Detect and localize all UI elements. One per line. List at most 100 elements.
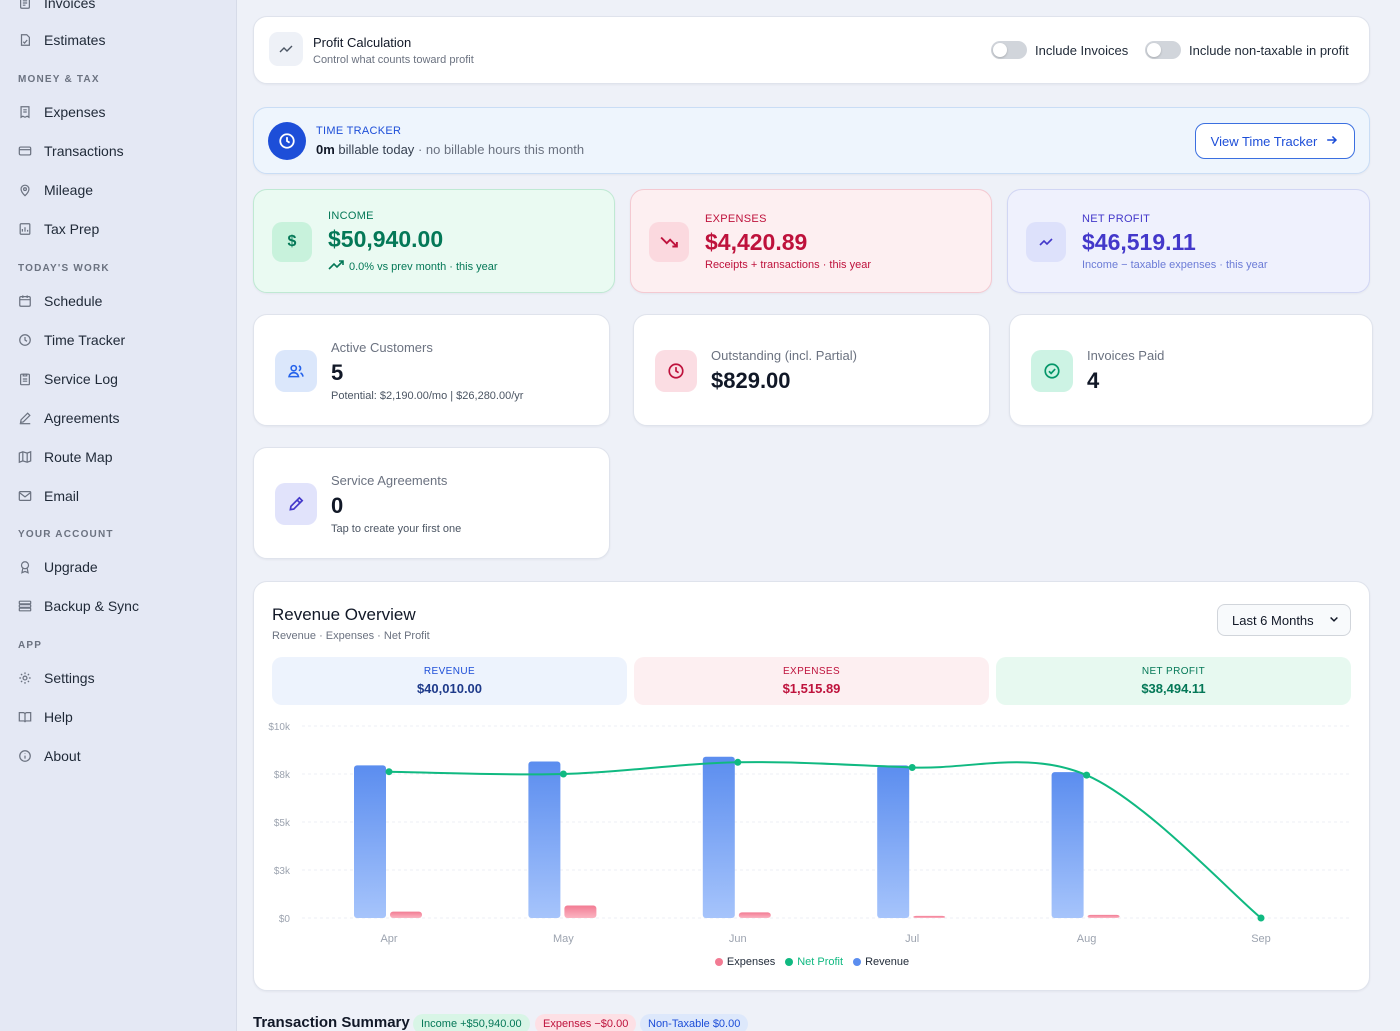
- map-icon: [18, 450, 32, 464]
- net-profit-value: $46,519.11: [1082, 229, 1196, 255]
- sidebar-item-upgrade[interactable]: Upgrade: [18, 555, 98, 579]
- expenses-label: EXPENSES: [705, 213, 767, 225]
- sidebar-item-email[interactable]: Email: [18, 484, 79, 508]
- trending-down-icon: [649, 222, 689, 262]
- invoices-paid-card[interactable]: Invoices Paid 4: [1009, 314, 1373, 426]
- net-profit-card[interactable]: NET PROFIT $46,519.11 Income − taxable e…: [1007, 189, 1370, 293]
- sidebar-item-help[interactable]: Help: [18, 705, 73, 729]
- sidebar-item-route-map[interactable]: Route Map: [18, 445, 112, 469]
- net-profit-label: NET PROFIT: [1082, 213, 1151, 225]
- x-tick-label: Sep: [1251, 933, 1271, 945]
- legend-revenue[interactable]: Revenue: [853, 956, 909, 968]
- invoices-paid-label: Invoices Paid: [1087, 348, 1165, 363]
- y-tick-label: $8k: [274, 770, 291, 781]
- sidebar-item-mileage[interactable]: Mileage: [18, 178, 93, 202]
- summary-expenses-label: EXPENSES: [782, 666, 841, 677]
- legend-net-profit-label: Net Profit: [797, 956, 844, 968]
- range-select[interactable]: Last 6 Months: [1217, 604, 1351, 636]
- sidebar-item-settings[interactable]: Settings: [18, 666, 95, 690]
- outstanding-value: $829.00: [711, 368, 791, 393]
- income-sub-text: 0.0% vs prev month · this year: [349, 260, 498, 273]
- summary-net-profit: NET PROFIT $38,494.11: [996, 657, 1351, 705]
- include-nontaxable-toggle[interactable]: Include non-taxable in profit: [1145, 41, 1349, 59]
- section-your-account: YOUR ACCOUNT: [18, 529, 114, 540]
- y-tick-label: $3k: [274, 866, 291, 877]
- legend-expenses[interactable]: Expenses: [714, 956, 775, 968]
- revenue-overview-title: Revenue Overview: [272, 605, 416, 624]
- clock-icon: [18, 333, 32, 347]
- service-agreements-card[interactable]: Service Agreements 0 Tap to create your …: [253, 447, 610, 559]
- revenue-bar: [702, 756, 735, 918]
- book-icon: [18, 710, 32, 724]
- toggle-switch[interactable]: [1145, 41, 1181, 59]
- sidebar-item-schedule[interactable]: Schedule: [18, 289, 102, 313]
- summary-net-profit-label: NET PROFIT: [1141, 666, 1206, 677]
- profit-calculation-card: Profit Calculation Control what counts t…: [253, 16, 1370, 84]
- active-customers-card[interactable]: Active Customers 5 Potential: $2,190.00/…: [253, 314, 610, 426]
- check-circle-icon: [1031, 350, 1073, 392]
- map-pin-icon: [18, 183, 32, 197]
- invoices-paid-value: 4: [1087, 368, 1100, 393]
- income-value: $50,940.00: [328, 226, 444, 252]
- arrow-right-icon: [1325, 133, 1339, 150]
- gear-icon: [18, 671, 32, 685]
- range-select-value: Last 6 Months: [1232, 612, 1314, 628]
- expenses-pill: Expenses −$0.00: [535, 1014, 637, 1031]
- sidebar-item-label: Tax Prep: [44, 221, 100, 237]
- net-profit-sub: Income − taxable expenses · this year: [1082, 259, 1268, 271]
- sidebar-item-label: Invoices: [44, 0, 96, 11]
- net-profit-line: [388, 761, 1262, 919]
- toggle-switch[interactable]: [991, 41, 1027, 59]
- expenses-value: $4,420.89: [705, 229, 808, 255]
- sidebar-item-label: Settings: [44, 670, 95, 686]
- expenses-card[interactable]: EXPENSES $4,420.89 Receipts + transactio…: [630, 189, 992, 293]
- sidebar-item-estimates[interactable]: Estimates: [18, 28, 105, 52]
- sidebar-item-transactions[interactable]: Transactions: [18, 139, 124, 163]
- sidebar-item-label: Transactions: [44, 143, 124, 159]
- trending-up-icon: [328, 259, 344, 274]
- outstanding-card[interactable]: Outstanding (incl. Partial) $829.00: [633, 314, 990, 426]
- y-tick-label: $5k: [274, 818, 291, 829]
- expenses-bar: [738, 912, 771, 918]
- sidebar-item-label: Schedule: [44, 293, 103, 309]
- legend-net-profit[interactable]: Net Profit: [785, 956, 843, 968]
- include-invoices-toggle[interactable]: Include Invoices: [991, 41, 1128, 59]
- income-label: INCOME: [328, 210, 374, 222]
- toggle-label: Include Invoices: [1035, 42, 1129, 58]
- sidebar-item-agreements[interactable]: Agreements: [18, 406, 119, 430]
- chart-legend: Expenses Net Profit Revenue: [254, 956, 1370, 968]
- sidebar-item-label: Help: [44, 709, 73, 725]
- sidebar: Invoices Estimates MONEY & TAX Expenses …: [0, 0, 237, 1031]
- trend-icon: [1026, 222, 1066, 262]
- income-card[interactable]: $ INCOME $50,940.00 0.0% vs prev month ·…: [253, 189, 615, 293]
- estimate-icon: [18, 33, 32, 47]
- sidebar-item-expenses[interactable]: Expenses: [18, 100, 105, 124]
- sidebar-item-invoices[interactable]: Invoices: [18, 0, 95, 15]
- active-customers-value: 5: [331, 360, 344, 385]
- sidebar-item-backup-sync[interactable]: Backup & Sync: [18, 594, 139, 618]
- sidebar-item-time-tracker[interactable]: Time Tracker: [18, 328, 125, 352]
- income-sub: 0.0% vs prev month · this year: [328, 259, 498, 274]
- revenue-bar: [1051, 772, 1084, 918]
- legend-revenue-label: Revenue: [865, 956, 910, 968]
- calculator-icon: [18, 222, 32, 236]
- sidebar-item-label: Service Log: [44, 371, 118, 387]
- revenue-bar: [877, 765, 910, 918]
- net-profit-point: [734, 758, 742, 766]
- summary-expenses: EXPENSES $1,515.89: [634, 657, 989, 705]
- database-icon: [18, 599, 32, 613]
- sidebar-item-label: Mileage: [44, 182, 94, 198]
- summary-expenses-value: $1,515.89: [782, 681, 841, 696]
- toggle-label: Include non-taxable in profit: [1189, 42, 1349, 58]
- revenue-bar: [528, 761, 561, 918]
- expenses-bar: [390, 911, 422, 918]
- sidebar-item-about[interactable]: About: [18, 744, 81, 768]
- sidebar-item-label: Route Map: [44, 449, 113, 465]
- revenue-chart: $0 $3k $5k $8k $10k Apr May Jun Jul Aug Sep: [268, 722, 1352, 945]
- view-time-tracker-button[interactable]: View Time Tracker: [1195, 123, 1355, 159]
- sidebar-item-service-log[interactable]: Service Log: [18, 367, 118, 391]
- time-tracker-label: TIME TRACKER: [316, 125, 402, 137]
- sidebar-item-tax-prep[interactable]: Tax Prep: [18, 217, 99, 241]
- summary-revenue-value: $40,010.00: [416, 681, 483, 696]
- trend-icon: [269, 32, 303, 66]
